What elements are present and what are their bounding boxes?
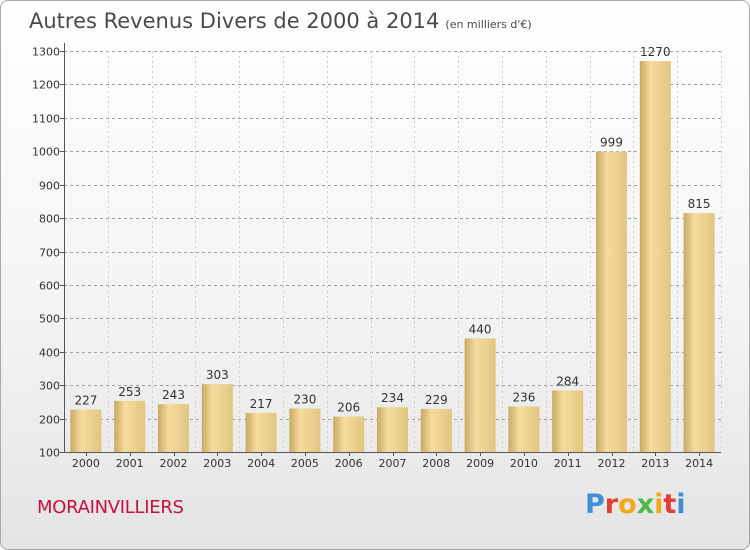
x-tick-label: 2009 [466, 457, 494, 470]
y-tick-label: 1300 [32, 46, 60, 59]
x-tick-label: 2011 [554, 457, 582, 470]
x-tick-label: 2014 [685, 457, 713, 470]
bar-value-label: 243 [162, 388, 185, 402]
bar-value-label: 1270 [640, 45, 671, 59]
x-tick-label: 2005 [291, 457, 319, 470]
bar-value-label: 230 [293, 393, 316, 407]
bar [420, 408, 452, 452]
chart-unit: (en milliers d'€) [445, 18, 532, 31]
x-tick-label: 2006 [335, 457, 363, 470]
bar-value-label: 253 [118, 385, 141, 399]
bar-value-label: 236 [512, 391, 535, 405]
x-tick-label: 2012 [598, 457, 626, 470]
bar [639, 61, 671, 453]
bar-chart: 100 200 300 400 500 600 700 800 900 1000 1100 1200 1… [32, 43, 722, 470]
bar-value-label: 217 [250, 397, 273, 411]
x-tick-label: 2002 [160, 457, 188, 470]
x-tick-label: 2007 [379, 457, 407, 470]
bar-value-label: 227 [74, 394, 97, 408]
x-tick-label: 2003 [203, 457, 231, 470]
bar-value-label: 234 [381, 391, 404, 405]
y-tick-label: 1100 [32, 113, 60, 126]
y-tick-label: 500 [39, 313, 60, 326]
x-tick-label: 2010 [510, 457, 538, 470]
bar [508, 406, 540, 452]
x-tick-label: 2008 [422, 457, 450, 470]
y-tick-label: 700 [39, 247, 60, 260]
y-tick-label: 1200 [32, 79, 60, 92]
bar [158, 404, 189, 452]
bar-value-label: 440 [469, 322, 492, 336]
bar [464, 338, 496, 452]
bar [333, 416, 365, 452]
chart-title: Autres Revenus Divers de 2000 à 2014 [29, 9, 440, 33]
x-tick-label: 2000 [72, 457, 100, 470]
proxiti-logo: Proxiti [585, 489, 686, 520]
y-tick-label: 600 [39, 280, 60, 293]
bar-value-label: 999 [600, 136, 623, 150]
y-tick-label: 400 [39, 347, 60, 360]
y-tick-label: 300 [39, 380, 60, 393]
bar [114, 400, 146, 452]
bar-value-label: 206 [337, 401, 360, 415]
bar-value-label: 303 [206, 368, 229, 382]
bar [201, 384, 233, 452]
bar [289, 408, 321, 452]
bar-value-label: 284 [556, 375, 579, 389]
place-name: MORAINVILLIERS [37, 497, 184, 518]
bar [683, 213, 715, 452]
y-tick-label: 900 [39, 180, 60, 193]
y-tick-label: 100 [39, 447, 60, 460]
bar-value-label: 815 [688, 197, 711, 211]
bar [245, 412, 277, 452]
x-tick-label: 2013 [641, 457, 669, 470]
chart-title-block: Autres Revenus Divers de 2000 à 2014 (en … [29, 9, 532, 33]
bar [596, 151, 627, 452]
y-tick-label: 800 [39, 213, 60, 226]
x-tick-label: 2001 [116, 457, 144, 470]
bar [552, 390, 584, 452]
bar [377, 407, 408, 452]
x-tick-label: 2004 [247, 457, 275, 470]
y-tick-label: 1000 [32, 146, 60, 159]
y-tick-label: 200 [39, 414, 60, 427]
bar-value-label: 229 [425, 393, 448, 407]
bar [70, 409, 102, 452]
